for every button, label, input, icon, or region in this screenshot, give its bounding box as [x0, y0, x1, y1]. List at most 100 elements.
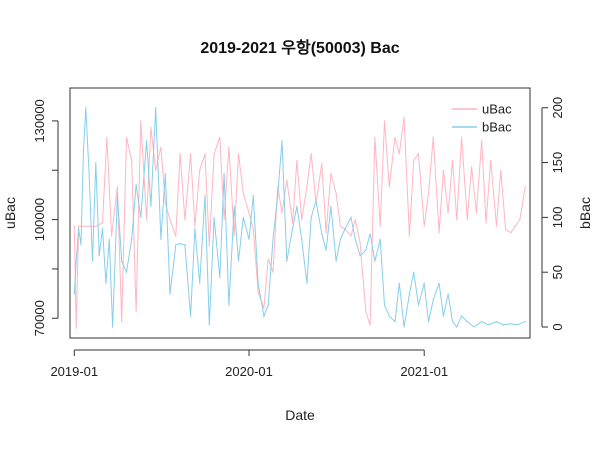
data-point-uBac-63	[379, 225, 381, 227]
data-point-bBac-22	[155, 107, 157, 109]
data-point-bBac-77	[423, 282, 425, 284]
data-point-uBac-2	[78, 225, 80, 227]
data-point-uBac-58	[354, 219, 356, 221]
data-point-bBac-10	[101, 227, 104, 229]
data-point-uBac-23	[184, 219, 186, 221]
data-point-uBac-33	[233, 235, 235, 237]
data-point-uBac-40	[267, 258, 269, 260]
data-point-bBac-16	[125, 271, 128, 273]
data-point-bBac-87	[473, 326, 475, 328]
data-point-bBac-50	[292, 227, 294, 229]
data-point-bBac-72	[398, 282, 400, 284]
data-point-uBac-68	[403, 117, 405, 119]
data-point-uBac-47	[301, 219, 303, 221]
data-point-uBac-38	[257, 291, 259, 293]
data-point-bBac-45	[267, 304, 269, 306]
data-point-bBac-34	[213, 216, 215, 218]
data-point-bBac-37	[228, 304, 230, 306]
data-point-uBac-31	[223, 219, 225, 221]
data-point-bBac-25	[169, 293, 171, 295]
data-point-uBac-80	[461, 136, 463, 138]
data-point-uBac-81	[466, 219, 468, 221]
series-layer	[73, 107, 526, 329]
data-point-uBac-61	[369, 324, 371, 326]
data-point-bBac-64	[359, 255, 361, 257]
data-point-uBac-19	[164, 202, 166, 204]
y-right-axis: 0 50 100 150 200	[541, 97, 565, 331]
data-point-bBac-39	[237, 260, 240, 262]
data-point-bBac-29	[190, 315, 192, 317]
data-point-uBac-27	[204, 153, 206, 155]
y-right-tick-label: 100	[550, 207, 565, 229]
data-point-bBac-47	[277, 194, 279, 197]
data-point-bBac-55	[315, 200, 317, 202]
y-left-axis: 70000 100000 130000	[32, 99, 59, 336]
data-point-bBac-8	[95, 162, 97, 164]
data-point-bBac-11	[105, 282, 107, 284]
data-point-bBac-68	[379, 238, 381, 240]
data-point-uBac-66	[394, 136, 396, 138]
data-point-bBac-65	[365, 249, 367, 251]
data-point-uBac-39	[263, 307, 265, 309]
y-right-tick-label: 50	[550, 265, 565, 279]
data-point-uBac-0	[73, 225, 75, 227]
data-point-bBac-38	[233, 205, 235, 207]
data-point-bBac-33	[208, 324, 210, 326]
data-point-bBac-26	[175, 244, 177, 246]
y-right-tick-label: 150	[550, 152, 565, 174]
data-point-bBac-0	[73, 293, 75, 295]
data-point-bBac-35	[219, 277, 221, 279]
data-point-uBac-93	[524, 186, 526, 188]
y-left-tick-label: 100000	[32, 198, 47, 241]
data-point-uBac-26	[199, 169, 201, 171]
data-point-uBac-78	[451, 159, 454, 161]
series-points-bBac	[73, 107, 526, 328]
data-point-uBac-6	[101, 222, 104, 224]
data-point-bBac-67	[374, 260, 376, 262]
x-tick-label: 2019-01	[50, 364, 98, 379]
data-point-uBac-30	[219, 136, 221, 138]
data-point-uBac-43	[281, 212, 283, 214]
data-point-bBac-46	[272, 238, 274, 240]
chart-title: 2019-2021 우항(50003) Bac	[200, 38, 399, 57]
data-point-uBac-79	[456, 219, 458, 221]
data-point-bBac-41	[248, 238, 250, 240]
data-point-bBac-28	[184, 244, 186, 246]
data-point-uBac-65	[388, 186, 390, 188]
data-point-uBac-7	[106, 136, 108, 138]
data-point-bBac-81	[442, 315, 444, 317]
data-point-bBac-54	[310, 216, 312, 218]
data-point-bBac-78	[427, 321, 430, 323]
data-point-uBac-11	[125, 136, 128, 138]
data-point-uBac-9	[116, 186, 118, 188]
data-point-uBac-86	[490, 159, 492, 161]
data-point-uBac-76	[442, 169, 444, 171]
data-point-bBac-85	[461, 315, 463, 317]
data-point-uBac-67	[398, 153, 400, 155]
data-point-bBac-2	[78, 227, 80, 229]
data-point-uBac-88	[500, 169, 502, 171]
data-point-bBac-23	[160, 238, 162, 240]
data-point-uBac-44	[286, 179, 288, 181]
data-point-uBac-59	[359, 242, 361, 244]
data-point-bBac-15	[121, 260, 123, 262]
data-point-uBac-51	[321, 163, 323, 165]
data-point-bBac-57	[325, 249, 327, 251]
data-point-bBac-20	[146, 140, 148, 142]
data-point-bBac-88	[481, 321, 483, 323]
data-point-uBac-49	[310, 153, 312, 155]
x-tick-label: 2021-01	[400, 364, 448, 379]
legend: uBac bBac	[452, 102, 512, 135]
data-point-uBac-69	[408, 235, 410, 237]
data-point-bBac-89	[487, 324, 489, 326]
data-point-uBac-12	[131, 159, 133, 161]
data-point-bBac-40	[242, 216, 244, 218]
data-point-bBac-48	[281, 140, 283, 142]
y-left-axis-label: uBac	[2, 197, 18, 229]
y-left-tick-label: 70000	[32, 300, 47, 336]
data-point-uBac-37	[252, 228, 254, 230]
data-point-uBac-46	[296, 159, 298, 161]
data-point-bBac-86	[466, 321, 468, 323]
data-point-uBac-83	[475, 212, 477, 214]
data-point-uBac-25	[194, 225, 196, 227]
